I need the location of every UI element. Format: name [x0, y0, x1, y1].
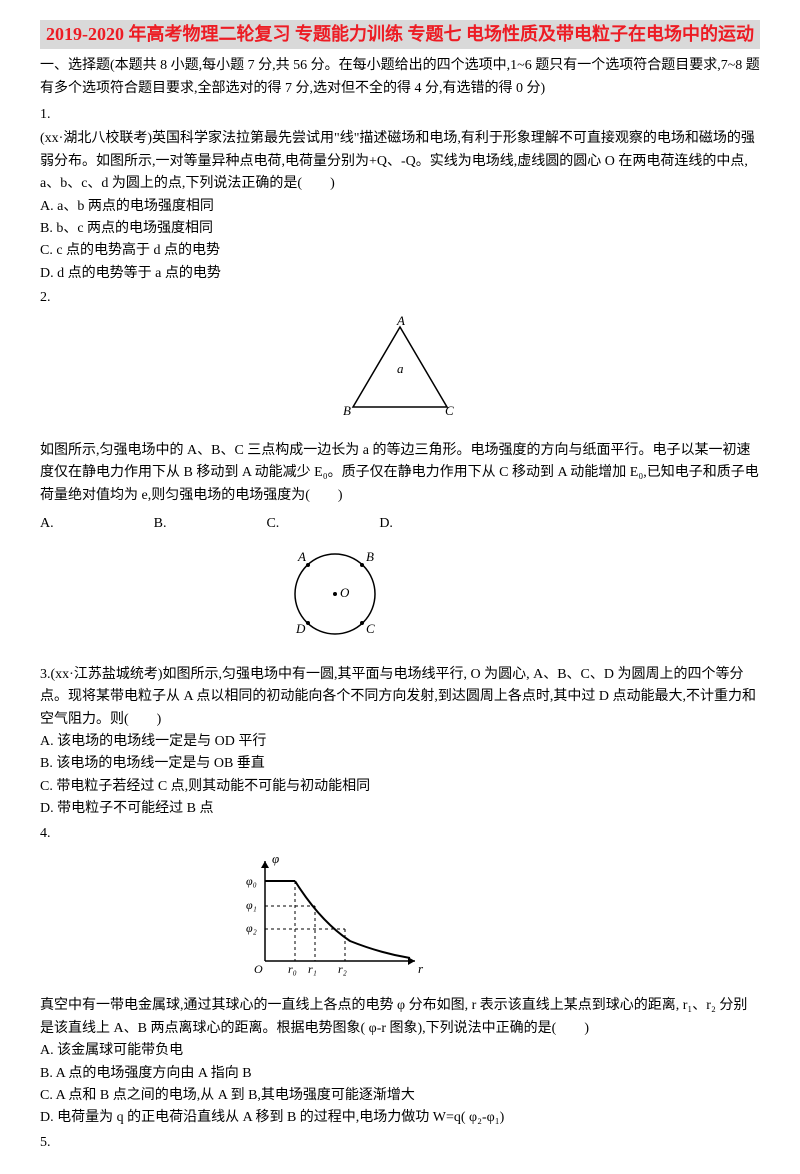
q1-text: (xx·湖北八校联考)英国科学家法拉第最先尝试用"线"描述磁场和电场,有利于形象…: [40, 128, 760, 195]
circle-svg: A B C D O: [280, 539, 390, 649]
svg-text:φ₀: φ₀: [246, 874, 257, 888]
q2-option-b: B.: [154, 513, 167, 535]
potential-graph-svg: φ φ₀ φ₁ φ₂ O r₀ r₁ r₂ r: [240, 851, 430, 981]
q1-option-a: A. a、b 两点的电场强度相同: [40, 196, 760, 218]
main-title: 2019-2020 年高考物理二轮复习 专题能力训练 专题七 电场性质及带电粒子…: [40, 20, 760, 49]
q2-options-row: A. B. C. D.: [40, 513, 760, 535]
svg-text:a: a: [397, 361, 404, 376]
svg-text:D: D: [295, 621, 306, 636]
svg-text:r₂: r₂: [338, 962, 347, 976]
section-intro: 一、选择题(本题共 8 小题,每小题 7 分,共 56 分。在每小题给出的四个选…: [40, 55, 760, 100]
q2-option-d: D.: [379, 513, 393, 535]
q3-figure: A B C D O: [280, 539, 760, 657]
q3-option-b: B. 该电场的电场线一定是与 OB 垂直: [40, 753, 760, 775]
q2-figure: A B C a: [40, 315, 760, 433]
q2-option-a: A.: [40, 513, 54, 535]
svg-text:r₀: r₀: [288, 962, 297, 976]
svg-text:A: A: [396, 315, 405, 328]
q4-figure: φ φ₀ φ₁ φ₂ O r₀ r₁ r₂ r: [240, 851, 760, 989]
q1-option-d: D. d 点的电势等于 a 点的电势: [40, 263, 760, 285]
svg-text:φ₂: φ₂: [246, 921, 257, 935]
triangle-svg: A B C a: [335, 315, 465, 425]
q2-option-c: C.: [266, 513, 279, 535]
q3-option-c: C. 带电粒子若经过 C 点,则其动能不可能与初动能相同: [40, 776, 760, 798]
q4-number: 4.: [40, 823, 760, 845]
svg-text:r: r: [418, 961, 424, 976]
q5-number: 5.: [40, 1132, 760, 1154]
svg-text:O: O: [340, 585, 350, 600]
q3-text: 3.(xx·江苏盐城统考)如图所示,匀强电场中有一圆,其平面与电场线平行, O …: [40, 664, 760, 731]
q4-option-d: D. 电荷量为 q 的正电荷沿直线从 A 移到 B 的过程中,电场力做功 W=q…: [40, 1107, 760, 1129]
svg-text:B: B: [366, 549, 374, 564]
q2-number: 2.: [40, 287, 760, 309]
q1-option-b: B. b、c 两点的电场强度相同: [40, 218, 760, 240]
svg-text:C: C: [445, 403, 454, 418]
q1-number: 1.: [40, 104, 760, 126]
svg-text:A: A: [297, 549, 306, 564]
q4-text: 真空中有一带电金属球,通过其球心的一直线上各点的电势 φ 分布如图, r 表示该…: [40, 995, 760, 1040]
svg-text:O: O: [254, 962, 263, 976]
svg-text:r₁: r₁: [308, 962, 317, 976]
svg-text:C: C: [366, 621, 375, 636]
q3-option-a: A. 该电场的电场线一定是与 OD 平行: [40, 731, 760, 753]
q4-option-c: C. A 点和 B 点之间的电场,从 A 到 B,其电场强度可能逐渐增大: [40, 1085, 760, 1107]
q1-option-c: C. c 点的电势高于 d 点的电势: [40, 240, 760, 262]
q4-option-b: B. A 点的电场强度方向由 A 指向 B: [40, 1063, 760, 1085]
q4-option-a: A. 该金属球可能带负电: [40, 1040, 760, 1062]
svg-text:B: B: [343, 403, 351, 418]
q3-option-d: D. 带电粒子不可能经过 B 点: [40, 798, 760, 820]
q2-text: 如图所示,匀强电场中的 A、B、C 三点构成一边长为 a 的等边三角形。电场强度…: [40, 440, 760, 507]
svg-text:φ: φ: [272, 851, 279, 866]
svg-text:φ₁: φ₁: [246, 898, 257, 912]
